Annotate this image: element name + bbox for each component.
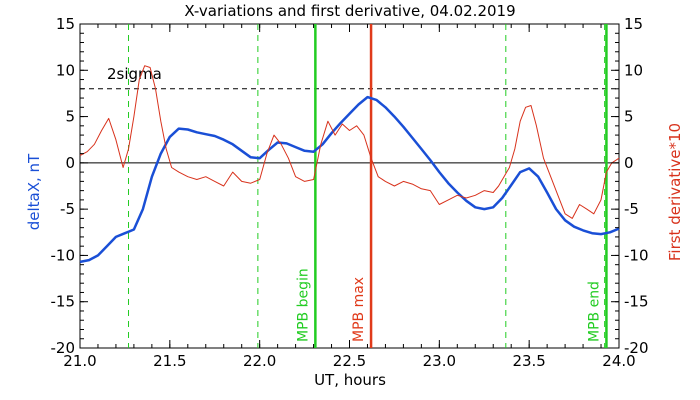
y-tick-label-right: -15 bbox=[624, 293, 649, 311]
chart-title: X-variations and first derivative, 04.02… bbox=[184, 2, 515, 20]
y-tick-label-left: 5 bbox=[65, 108, 75, 126]
y-tick-label-right: -5 bbox=[624, 200, 639, 218]
series-line-1 bbox=[79, 95, 620, 264]
y-tick-label-left: -5 bbox=[60, 200, 75, 218]
x-tick-label: 23.0 bbox=[423, 352, 456, 370]
annotation-label-2: MPB max bbox=[351, 277, 367, 342]
y-axis-label-left: deltaX, nT bbox=[25, 153, 43, 230]
annotation-label-3: MPB end bbox=[586, 281, 602, 342]
y-tick-label-right: -10 bbox=[624, 246, 649, 264]
x-tick-label: 21.0 bbox=[63, 352, 96, 370]
y-tick-label-right: 5 bbox=[624, 108, 634, 126]
series-line-2 bbox=[79, 65, 620, 219]
y-tick-label-right: 0 bbox=[624, 154, 634, 172]
x-tick-label: 22.5 bbox=[333, 352, 366, 370]
x-axis-label: UT, hours bbox=[314, 371, 386, 389]
y-tick-label-left: -15 bbox=[51, 293, 76, 311]
y-tick-label-left: -20 bbox=[51, 339, 76, 357]
x-tick-label: 21.5 bbox=[153, 352, 186, 370]
y-tick-label-left: 0 bbox=[65, 154, 75, 172]
y-tick-label-left: -10 bbox=[51, 246, 76, 264]
y-axis-label-right: First derivative*10 bbox=[666, 123, 684, 261]
y-tick-label-left: 10 bbox=[56, 61, 75, 79]
y-tick-label-left: 15 bbox=[56, 15, 75, 33]
plot-area: 2sigma MPB begin MPB max MPB end 21.0 21.5 22.… bbox=[51, 15, 649, 370]
y-tick-label-right: 10 bbox=[624, 61, 643, 79]
x-tick-label: 22.0 bbox=[243, 352, 276, 370]
annotation-label-1: MPB begin bbox=[295, 268, 311, 342]
x-tick-label: 24.0 bbox=[602, 352, 635, 370]
y-tick-label-right: -20 bbox=[624, 339, 649, 357]
y-tick-label-right: 15 bbox=[624, 15, 643, 33]
x-tick-label: 23.5 bbox=[512, 352, 545, 370]
sigma-label: 2sigma bbox=[107, 65, 162, 83]
